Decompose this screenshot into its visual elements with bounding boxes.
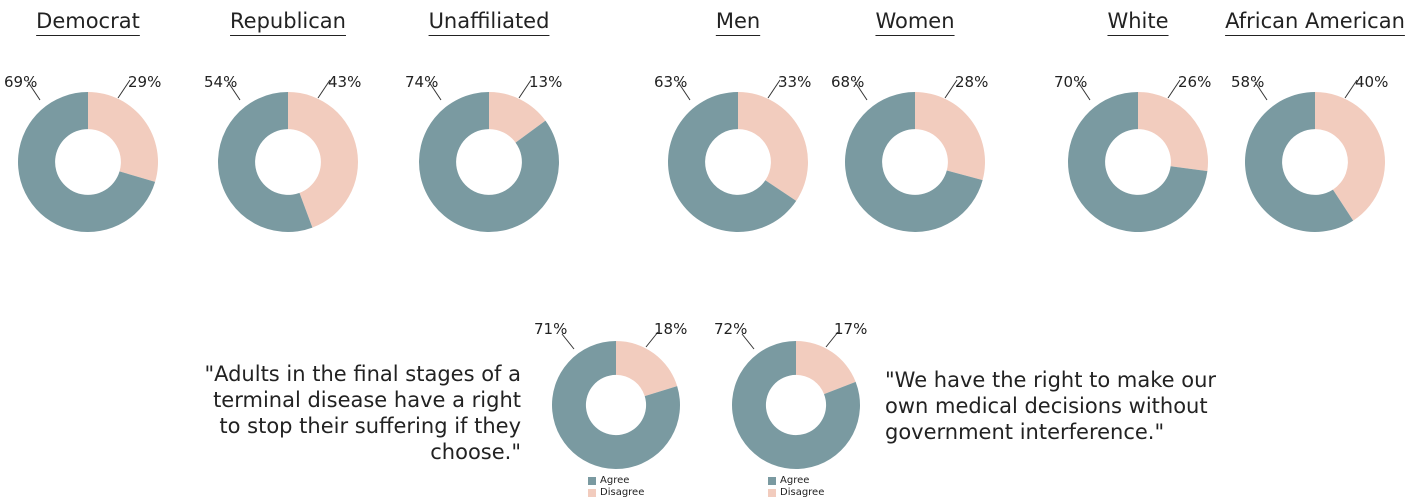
donut-women bbox=[845, 79, 985, 232]
legend-label-disagree: Disagree bbox=[600, 487, 645, 498]
pct-disagree-unaffiliated: 13% bbox=[529, 73, 563, 91]
legend-swatch-disagree bbox=[588, 489, 596, 497]
quote-left-text: "Adults in the final stages of a termina… bbox=[204, 362, 521, 464]
pct-agree-women: 68% bbox=[831, 73, 865, 91]
group-title-democrat: Democrat bbox=[36, 9, 140, 33]
pct-disagree-quote-2: 17% bbox=[834, 320, 868, 338]
pct-agree-white: 70% bbox=[1054, 73, 1088, 91]
donut-men bbox=[668, 79, 808, 232]
slice-agree-white bbox=[1067, 92, 1208, 232]
legend-quote-1: Agree Disagree bbox=[588, 475, 644, 499]
legend-swatch-disagree bbox=[768, 489, 776, 497]
slice-disagree-democrat bbox=[88, 92, 158, 182]
donut-quote-2 bbox=[732, 331, 860, 469]
pct-disagree-white: 26% bbox=[1178, 73, 1212, 91]
slice-agree-democrat bbox=[18, 92, 156, 232]
leader-disagree-unaffiliated bbox=[518, 79, 532, 99]
pct-agree-men: 63% bbox=[654, 73, 688, 91]
slice-disagree-white bbox=[1138, 92, 1208, 172]
group-title-republican: Republican bbox=[230, 9, 346, 33]
leader-disagree-quote-1 bbox=[645, 331, 659, 348]
pct-agree-democrat: 69% bbox=[4, 73, 38, 91]
slice-disagree-unaffiliated bbox=[489, 92, 546, 143]
pct-disagree-men: 33% bbox=[778, 73, 812, 91]
donut-white bbox=[1067, 79, 1208, 232]
pct-agree-unaffiliated: 74% bbox=[405, 73, 439, 91]
leader-agree-democrat bbox=[27, 81, 41, 101]
donut-democrat bbox=[18, 79, 158, 232]
slice-agree-women bbox=[845, 92, 983, 232]
quote-right-text: "We have the right to make our own medic… bbox=[885, 368, 1217, 444]
leader-disagree-quote-2 bbox=[825, 331, 839, 348]
legend-label-disagree: Disagree bbox=[780, 487, 825, 498]
leader-disagree-white bbox=[1167, 79, 1181, 99]
pct-disagree-african-american: 40% bbox=[1355, 73, 1389, 91]
slice-disagree-women bbox=[915, 92, 985, 181]
slice-disagree-quote-1 bbox=[616, 341, 678, 397]
donut-unaffiliated bbox=[419, 79, 559, 232]
slice-agree-quote-1 bbox=[552, 341, 681, 470]
slice-disagree-african-american bbox=[1315, 92, 1385, 221]
donut-republican bbox=[218, 79, 359, 232]
slice-agree-quote-2 bbox=[732, 341, 860, 469]
pct-disagree-democrat: 29% bbox=[128, 73, 162, 91]
slice-agree-unaffiliated bbox=[419, 92, 559, 232]
slice-disagree-men bbox=[738, 92, 808, 201]
pct-agree-african-american: 58% bbox=[1231, 73, 1265, 91]
quote-right: "We have the right to make our own medic… bbox=[885, 367, 1230, 445]
slice-agree-men bbox=[668, 92, 797, 232]
pct-disagree-quote-1: 18% bbox=[654, 320, 688, 338]
slice-disagree-republican bbox=[288, 92, 359, 228]
leader-agree-white bbox=[1077, 81, 1091, 101]
leader-agree-unaffiliated bbox=[428, 81, 442, 101]
leader-agree-women bbox=[854, 81, 868, 101]
legend-quote-2: Agree Disagree bbox=[768, 475, 824, 499]
quote-left: "Adults in the final stages of a termina… bbox=[191, 361, 521, 465]
pct-agree-quote-2: 72% bbox=[714, 320, 748, 338]
leader-disagree-women bbox=[944, 79, 958, 99]
legend-item-agree: Agree bbox=[588, 475, 644, 487]
slice-agree-african-american bbox=[1245, 92, 1354, 232]
leader-disagree-african-american bbox=[1344, 79, 1358, 99]
legend-label-agree: Agree bbox=[600, 475, 630, 486]
leader-agree-quote-2 bbox=[741, 333, 755, 350]
donut-african-american bbox=[1245, 79, 1385, 232]
leader-agree-republican bbox=[227, 81, 241, 101]
legend-item-disagree: Disagree bbox=[768, 487, 824, 499]
legend-swatch-agree bbox=[768, 477, 776, 485]
leader-agree-african-american bbox=[1254, 81, 1268, 101]
legend-swatch-agree bbox=[588, 477, 596, 485]
leader-disagree-republican bbox=[317, 79, 331, 99]
pct-agree-republican: 54% bbox=[204, 73, 238, 91]
leader-disagree-democrat bbox=[117, 79, 131, 99]
legend-item-agree: Agree bbox=[768, 475, 824, 487]
pct-disagree-republican: 43% bbox=[328, 73, 362, 91]
slice-agree-republican bbox=[218, 92, 313, 232]
leader-agree-men bbox=[677, 81, 691, 101]
group-title-women: Women bbox=[875, 9, 955, 33]
group-title-white: White bbox=[1107, 9, 1169, 33]
group-title-unaffiliated: Unaffiliated bbox=[428, 9, 550, 33]
group-title-men: Men bbox=[715, 9, 761, 33]
pct-agree-quote-1: 71% bbox=[534, 320, 568, 338]
donut-quote-1 bbox=[552, 331, 681, 470]
legend-item-disagree: Disagree bbox=[588, 487, 644, 499]
slice-disagree-quote-2 bbox=[796, 341, 856, 395]
legend-label-agree: Agree bbox=[780, 475, 810, 486]
group-title-african-american: African American bbox=[1225, 9, 1405, 33]
leader-agree-quote-1 bbox=[561, 333, 575, 350]
leader-disagree-men bbox=[767, 79, 781, 99]
pct-disagree-women: 28% bbox=[955, 73, 989, 91]
